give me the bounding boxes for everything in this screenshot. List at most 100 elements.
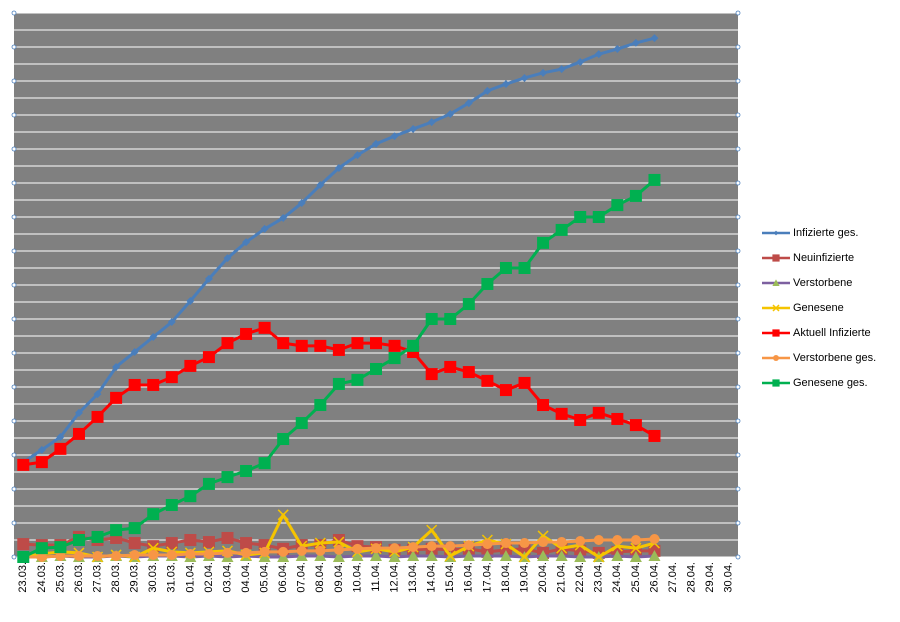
y-tick-mark — [11, 316, 17, 322]
x-tick-label: 14.04. — [426, 562, 438, 593]
marker — [242, 238, 251, 247]
marker — [390, 132, 399, 141]
legend-marker — [773, 355, 779, 361]
marker — [277, 509, 289, 521]
marker — [351, 373, 364, 386]
marker — [372, 139, 380, 148]
y-tick-mark — [11, 350, 17, 356]
marker — [314, 339, 327, 352]
marker — [128, 537, 141, 550]
marker — [147, 378, 160, 391]
marker — [112, 362, 121, 371]
marker — [184, 359, 197, 372]
x-tick-label: 28.04. — [685, 562, 697, 593]
marker — [444, 313, 457, 325]
marker — [130, 347, 139, 356]
marker — [56, 432, 65, 441]
marker — [370, 362, 382, 375]
series — [17, 321, 661, 471]
y-tick-mark — [735, 452, 741, 458]
marker — [649, 533, 660, 544]
marker — [518, 551, 531, 563]
x-tick-label: 21.04. — [556, 562, 568, 593]
marker — [167, 318, 176, 327]
y-tick-mark — [11, 282, 17, 288]
y-tick-mark — [735, 78, 741, 84]
y-tick-mark — [11, 452, 17, 458]
y-tick-mark — [11, 384, 17, 390]
marker — [371, 543, 381, 554]
marker — [629, 551, 642, 562]
y-tick-mark — [735, 384, 741, 390]
marker — [202, 536, 215, 549]
marker — [17, 538, 30, 551]
marker — [92, 550, 103, 561]
x-tick-label: 27.03. — [91, 562, 103, 593]
x-tick-label: 01.04. — [184, 562, 196, 593]
marker — [388, 352, 401, 365]
y-tick-mark — [11, 554, 17, 560]
y-tick-mark — [735, 554, 741, 560]
marker — [128, 522, 141, 535]
marker — [576, 57, 585, 66]
x-tick-label: 12.04. — [388, 562, 400, 593]
marker — [425, 368, 438, 381]
marker — [222, 547, 233, 558]
marker — [128, 378, 141, 391]
marker — [35, 542, 48, 555]
marker — [574, 211, 587, 223]
legend-marker — [772, 304, 780, 312]
x-tick-label: 11.04. — [370, 562, 382, 592]
marker — [630, 542, 642, 554]
marker — [54, 541, 67, 554]
marker — [630, 535, 641, 545]
x-tick-label: 25.03. — [54, 562, 66, 593]
marker — [537, 399, 550, 412]
x-tick-label: 31.03. — [166, 562, 178, 593]
marker — [111, 550, 122, 561]
marker — [481, 277, 494, 290]
x-tick-label: 05.04. — [259, 562, 271, 593]
marker — [202, 477, 215, 490]
marker — [539, 68, 548, 77]
x-tick-label: 18.04. — [500, 562, 512, 593]
marker — [483, 86, 492, 95]
marker — [370, 549, 382, 561]
marker — [445, 541, 456, 552]
x-tick-label: 06.04. — [277, 562, 289, 593]
marker — [370, 337, 382, 350]
marker — [91, 530, 104, 543]
marker — [538, 537, 549, 548]
legend-item: Verstorbene — [762, 277, 852, 289]
marker — [519, 538, 530, 549]
x-tick-label: 03.04. — [221, 562, 233, 593]
marker — [147, 508, 160, 521]
y-tick-mark — [735, 282, 741, 288]
marker — [240, 464, 253, 477]
marker — [611, 412, 624, 425]
marker — [593, 535, 604, 545]
marker — [129, 549, 140, 560]
marker — [241, 547, 252, 558]
x-tick-label: 24.04. — [611, 562, 623, 593]
y-tick-mark — [11, 112, 17, 118]
legend-marker — [772, 379, 780, 387]
marker — [613, 45, 622, 54]
y-tick-mark — [11, 486, 17, 492]
x-tick-label: 26.03. — [73, 562, 85, 593]
legend-label: Infizierte ges. — [793, 227, 858, 239]
marker — [204, 274, 213, 283]
marker — [221, 471, 234, 484]
marker — [35, 456, 48, 469]
marker — [557, 65, 566, 74]
legend-item: Verstorbene ges. — [762, 352, 876, 364]
marker — [446, 109, 455, 118]
marker — [464, 99, 473, 108]
marker — [444, 550, 456, 562]
y-tick-mark — [11, 418, 17, 424]
x-tick-label: 07.04. — [296, 562, 308, 593]
marker — [36, 552, 47, 562]
marker — [316, 181, 325, 190]
marker — [278, 546, 289, 557]
y-tick-mark — [735, 112, 741, 118]
